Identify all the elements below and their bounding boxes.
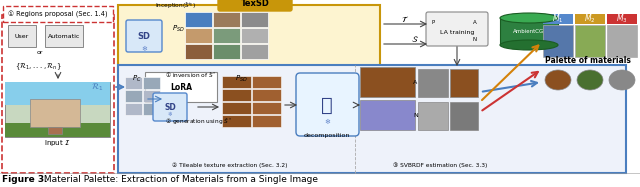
Bar (213, 28, 240, 43)
Bar (241, 12, 268, 27)
Bar (143, 77, 160, 89)
Bar (252, 89, 281, 101)
Text: or: or (36, 50, 44, 54)
Text: TexSD: TexSD (241, 0, 269, 7)
Bar (5, 82, 110, 137)
Bar (48, 127, 62, 134)
Bar (213, 12, 240, 27)
FancyBboxPatch shape (3, 6, 113, 22)
Text: $M_1$: $M_1$ (552, 13, 564, 25)
Bar (222, 102, 251, 114)
Bar (241, 28, 268, 43)
Bar (45, 25, 83, 47)
Text: A: A (473, 19, 477, 24)
FancyBboxPatch shape (296, 73, 359, 136)
Bar (118, 5, 380, 77)
Text: LA training: LA training (440, 30, 474, 34)
Bar (145, 72, 217, 102)
Ellipse shape (609, 70, 635, 90)
Text: $\mathcal{T}$: $\mathcal{T}$ (401, 14, 409, 24)
Text: $P_{SD}$: $P_{SD}$ (172, 24, 185, 34)
Bar (607, 25, 637, 57)
Bar (575, 25, 605, 57)
Bar (252, 115, 281, 127)
Bar (125, 103, 142, 115)
Text: Figure 3.: Figure 3. (2, 175, 47, 184)
Bar (2, 15, 114, 173)
Bar (252, 76, 281, 88)
Text: ❄: ❄ (168, 112, 172, 117)
Bar (252, 102, 281, 114)
Bar (125, 90, 142, 102)
Bar (185, 44, 212, 59)
Bar (143, 90, 160, 102)
Bar (543, 25, 573, 57)
Text: N: N (473, 36, 477, 42)
Text: $P_{SD}$: $P_{SD}$ (235, 74, 248, 84)
Bar (450, 69, 478, 97)
Bar (418, 102, 448, 130)
Bar (185, 12, 212, 27)
Text: ② Tileable texture extraction (Sec. 3.2): ② Tileable texture extraction (Sec. 3.2) (172, 163, 288, 168)
Bar (8, 25, 36, 47)
Ellipse shape (577, 70, 603, 90)
Bar (360, 67, 415, 97)
Text: $M_2$: $M_2$ (584, 13, 596, 25)
Bar (30, 99, 80, 127)
Bar (5, 82, 110, 105)
Bar (418, 69, 448, 97)
Text: ② generation using $\hat{S}^*$: ② generation using $\hat{S}^*$ (165, 117, 232, 127)
Text: 𝑓: 𝑓 (321, 96, 333, 114)
Bar (222, 76, 251, 88)
FancyBboxPatch shape (426, 12, 488, 46)
Text: $\mathcal{R}_1$: $\mathcal{R}_1$ (91, 81, 103, 93)
Text: $\mathcal{S}$: $\mathcal{S}$ (411, 34, 419, 44)
Text: Material Palette: Extraction of Materials from a Single Image: Material Palette: Extraction of Material… (41, 175, 318, 184)
Bar (241, 44, 268, 59)
Text: SD: SD (164, 102, 176, 111)
Text: Input $\mathcal{I}$: Input $\mathcal{I}$ (44, 138, 70, 148)
Text: User: User (15, 33, 29, 39)
Bar (222, 115, 251, 127)
Bar (125, 77, 142, 89)
Text: ① inversion of $\hat{S}^*$: ① inversion of $\hat{S}^*$ (165, 70, 217, 80)
Bar (360, 100, 415, 130)
Bar (185, 28, 212, 43)
Text: A: A (413, 79, 417, 85)
Text: Automatic: Automatic (48, 33, 80, 39)
Text: $P_C$: $P_C$ (132, 74, 141, 84)
Bar (222, 89, 251, 101)
Text: Inception($\hat{S}^{t_0}$): Inception($\hat{S}^{t_0}$) (155, 1, 196, 11)
Bar (143, 103, 160, 115)
Text: LoRA: LoRA (170, 82, 192, 91)
FancyBboxPatch shape (218, 0, 292, 11)
Bar (5, 123, 110, 137)
Text: ③ SVBRDF estimation (Sec. 3.3): ③ SVBRDF estimation (Sec. 3.3) (393, 162, 487, 168)
Ellipse shape (500, 13, 558, 23)
Bar (450, 102, 478, 130)
FancyBboxPatch shape (126, 20, 162, 52)
Text: ❄: ❄ (141, 46, 147, 52)
Text: $M_3$: $M_3$ (616, 13, 628, 25)
Text: ❄: ❄ (324, 119, 330, 125)
Ellipse shape (500, 40, 558, 50)
Bar (118, 65, 626, 173)
Bar (575, 14, 605, 24)
Text: decomposition: decomposition (304, 133, 350, 137)
Ellipse shape (545, 70, 571, 90)
Text: AmbientCG: AmbientCG (513, 28, 545, 33)
Text: SD: SD (138, 31, 150, 41)
Bar (500, 18, 558, 45)
Text: Palette of materials: Palette of materials (545, 56, 631, 65)
Bar (607, 14, 637, 24)
Text: ① Regions proposal (Sec. 1.4): ① Regions proposal (Sec. 1.4) (8, 10, 108, 18)
Bar (213, 44, 240, 59)
Text: N: N (413, 113, 418, 117)
Text: P: P (431, 19, 435, 24)
FancyBboxPatch shape (153, 93, 187, 121)
Bar (543, 14, 573, 24)
Text: $\{{\mathcal{R}}_1,...,{\mathcal{R}}_n\}$: $\{{\mathcal{R}}_1,...,{\mathcal{R}}_n\}… (15, 62, 61, 72)
